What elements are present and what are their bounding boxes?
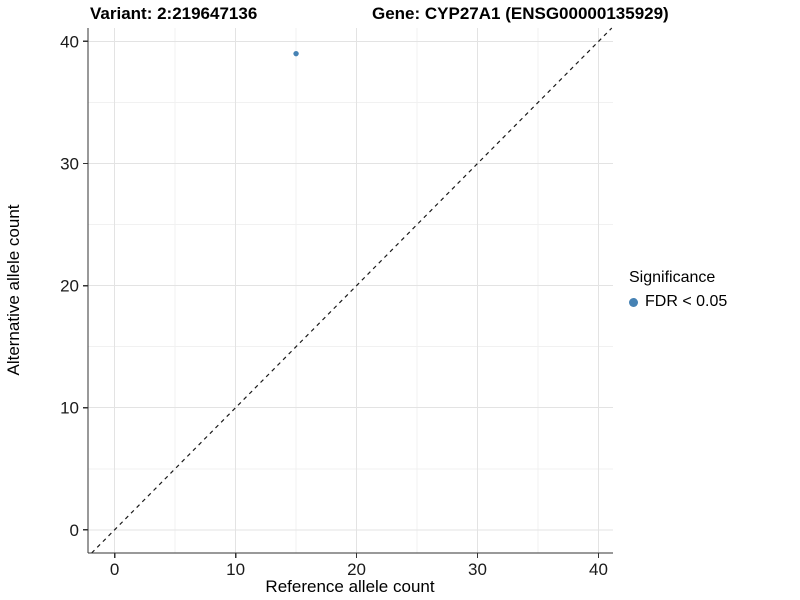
legend-item-label: FDR < 0.05	[645, 293, 728, 310]
x-tick-label: 0	[110, 560, 119, 579]
x-axis-title: Reference allele count	[265, 577, 435, 596]
legend-point-icon	[629, 297, 638, 307]
y-tick-label: 30	[60, 155, 79, 174]
y-tick-label: 0	[70, 521, 79, 540]
data-point	[293, 50, 299, 57]
x-tick-label: 30	[468, 560, 487, 579]
y-tick-label: 40	[60, 32, 79, 51]
legend: Significance FDR < 0.05	[629, 269, 727, 311]
plot-title-variant: Variant: 2:219647136	[90, 4, 258, 23]
y-tick-label: 20	[60, 277, 79, 296]
plot-title-gene: Gene: CYP27A1 (ENSG00000135929)	[372, 4, 669, 23]
x-tick-label: 20	[347, 560, 366, 579]
legend-item: FDR < 0.05	[629, 293, 727, 311]
x-tick-label: 40	[589, 560, 608, 579]
y-tick-label: 10	[60, 399, 79, 418]
legend-title: Significance	[629, 269, 716, 286]
x-tick-label: 10	[226, 560, 245, 579]
identity-reference-line	[91, 27, 613, 554]
y-axis-title: Alternative allele count	[4, 204, 23, 376]
